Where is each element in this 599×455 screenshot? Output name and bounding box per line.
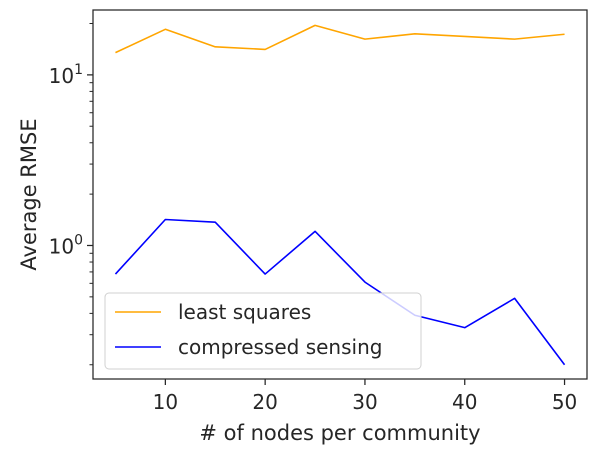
series-layer: [114, 24, 566, 366]
x-tick-label: 10: [153, 390, 178, 414]
x-tick-label: 50: [552, 390, 577, 414]
legend-label: compressed sensing: [178, 335, 382, 359]
legend: least squares compressed sensing: [104, 292, 422, 370]
x-tick-label: 30: [352, 390, 377, 414]
series-line-compressed-sensing: [114, 218, 566, 366]
series-line-least-squares: [115, 24, 565, 54]
y-tick-label: 101: [49, 62, 83, 88]
y-tick-label: 100: [49, 232, 83, 258]
y-axis-label: Average RMSE: [17, 118, 41, 270]
legend-box: [104, 292, 422, 370]
legend-label: least squares: [178, 300, 311, 324]
plot-frame: [92, 9, 588, 380]
x-tick-label: 20: [252, 390, 277, 414]
x-axis-label: # of nodes per community: [199, 421, 480, 445]
axis-ticks: 10 20 30 40 50 100 101: [49, 62, 578, 414]
x-tick-label: 40: [452, 390, 477, 414]
